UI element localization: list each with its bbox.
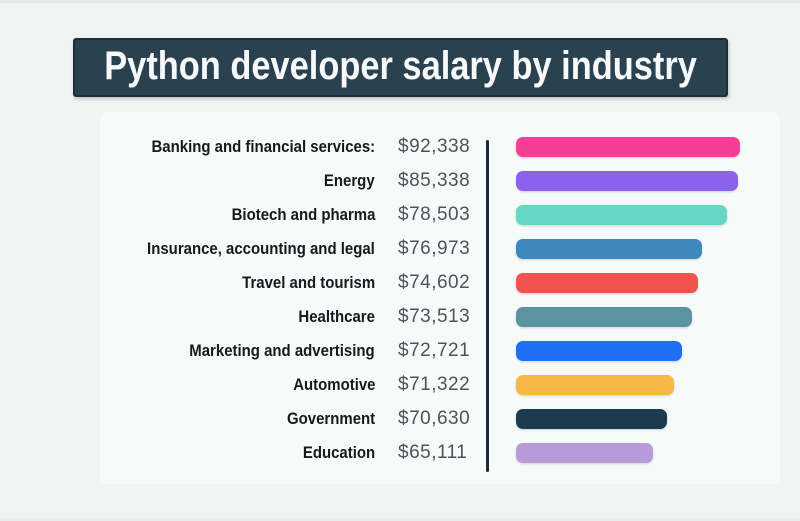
- salary-bar: [516, 341, 682, 361]
- industry-label: Biotech and pharma: [231, 205, 375, 224]
- salary-value: $71,322: [398, 374, 471, 395]
- salary-bar: [516, 273, 698, 293]
- top-edge-strip: [0, 0, 800, 3]
- salary-row: Education $65,111: [0, 436, 800, 470]
- salary-row: Banking and financial services: $92,338: [0, 130, 800, 164]
- salary-value: $70,630: [398, 408, 471, 429]
- industry-label: Travel and tourism: [241, 273, 375, 292]
- salary-value: $73,513: [398, 306, 471, 327]
- salary-value: $76,973: [398, 238, 471, 259]
- salary-bar: [516, 409, 667, 429]
- salary-row: Government $70,630: [0, 402, 800, 436]
- salary-bar: [516, 171, 738, 191]
- salary-row: Biotech and pharma $78,503: [0, 198, 800, 232]
- salary-rows: Banking and financial services: $92,338 …: [0, 130, 800, 470]
- industry-label: Government: [286, 409, 375, 428]
- bottom-edge-strip: [0, 518, 800, 521]
- salary-bar: [516, 443, 653, 463]
- salary-row: Healthcare $73,513: [0, 300, 800, 334]
- salary-value: $74,602: [398, 272, 471, 293]
- salary-row: Automotive $71,322: [0, 368, 800, 402]
- page-title: Python developer salary by industry: [104, 43, 697, 88]
- title-banner: Python developer salary by industry: [73, 38, 728, 97]
- salary-bar: [516, 205, 727, 225]
- salary-bar: [516, 239, 702, 259]
- industry-label: Education: [302, 443, 375, 462]
- salary-bar: [516, 137, 740, 157]
- axis-line: [486, 140, 489, 472]
- salary-value: $85,338: [398, 170, 471, 191]
- salary-value: $78,503: [398, 204, 471, 225]
- industry-label: Healthcare: [298, 307, 375, 326]
- salary-value: $92,338: [398, 136, 471, 157]
- salary-row: Marketing and advertising $72,721: [0, 334, 800, 368]
- salary-bar: [516, 307, 692, 327]
- industry-label: Insurance, accounting and legal: [147, 239, 375, 258]
- salary-value: $65,111: [398, 442, 468, 463]
- industry-label: Automotive: [292, 375, 375, 394]
- salary-bar: [516, 375, 674, 395]
- industry-label: Energy: [324, 171, 375, 190]
- salary-row: Energy $85,338: [0, 164, 800, 198]
- salary-row: Travel and tourism $74,602: [0, 266, 800, 300]
- industry-label: Marketing and advertising: [189, 341, 375, 360]
- industry-label: Banking and financial services:: [151, 137, 375, 156]
- salary-value: $72,721: [398, 340, 471, 361]
- salary-row: Insurance, accounting and legal $76,973: [0, 232, 800, 266]
